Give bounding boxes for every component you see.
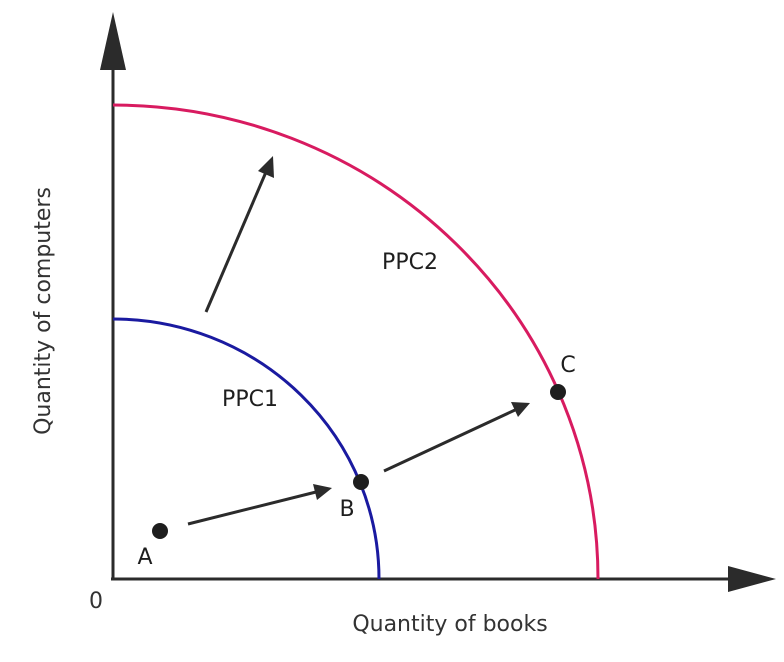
ppc2-curve (112, 103, 600, 580)
a-to-b-arrow (187, 484, 332, 526)
point-c (550, 384, 566, 400)
ppc1-label: PPC1 (222, 387, 278, 412)
ppc1-curve (112, 317, 381, 580)
ppc2-label: PPC2 (382, 250, 438, 275)
point-b (353, 474, 369, 490)
point-a-label: A (137, 545, 152, 570)
x-axis-label: Quantity of books (352, 612, 547, 637)
point-c-label: C (560, 353, 575, 378)
x-axis-arrowhead (728, 566, 776, 592)
y-axis-label: Quantity of computers (31, 187, 56, 435)
point-a (152, 523, 168, 539)
point-b-label: B (339, 497, 354, 522)
outward-shift-arrow (204, 156, 274, 313)
y-axis-arrowhead (100, 12, 126, 70)
origin-label: 0 (89, 589, 103, 614)
b-to-c-arrow (383, 402, 530, 473)
